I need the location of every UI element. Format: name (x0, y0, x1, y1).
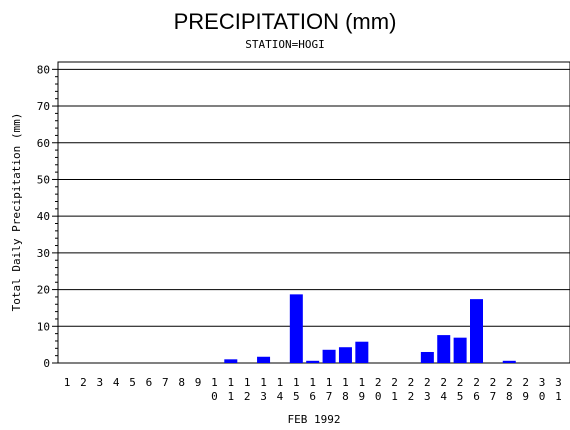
x-tick-label: 8 (178, 376, 185, 389)
y-tick-label: 60 (37, 137, 50, 150)
x-tick-label: 5 (129, 376, 136, 389)
x-tick-label: 2 (244, 390, 251, 403)
x-tick-label: 1 (244, 376, 251, 389)
y-tick-label: 50 (37, 173, 50, 186)
x-tick-label: 2 (424, 376, 431, 389)
x-tick-label: 1 (227, 376, 234, 389)
x-tick-label: 1 (342, 376, 349, 389)
x-tick-label: 0 (211, 390, 218, 403)
y-tick-label: 30 (37, 247, 50, 260)
bar-day-11 (224, 359, 238, 363)
bar-day-17 (322, 349, 336, 363)
plot-area (57, 61, 570, 364)
x-tick-label: 1 (260, 376, 267, 389)
bar-day-15 (289, 294, 303, 363)
x-tick-label: 1 (211, 376, 218, 389)
x-tick-label: 2 (391, 376, 398, 389)
y-tick-label: 70 (37, 100, 50, 113)
x-tick-label: 2 (408, 376, 415, 389)
x-tick-label: 6 (146, 376, 153, 389)
bar-day-19 (355, 341, 369, 363)
x-tick-label: 2 (522, 376, 529, 389)
bar-day-26 (470, 299, 483, 363)
x-tick-label: 1 (293, 376, 300, 389)
x-tick-label: 0 (375, 390, 382, 403)
y-axis-ticks: 0 10 20 30 40 50 60 70 80 (37, 63, 58, 370)
x-tick-label: 1 (64, 376, 71, 389)
y-tick-label: 0 (43, 357, 50, 370)
bar-day-24 (437, 335, 451, 363)
x-tick-label: 3 (424, 390, 431, 403)
x-tick-label: 6 (309, 390, 316, 403)
x-axis-label: FEB 1992 (288, 413, 341, 426)
x-tick-label: 3 (539, 376, 546, 389)
x-tick-label: 8 (506, 390, 513, 403)
x-tick-label: 4 (277, 390, 284, 403)
x-tick-label: 2 (440, 376, 447, 389)
bars (224, 294, 516, 363)
x-tick-label: 5 (293, 390, 300, 403)
x-tick-label: 1 (359, 376, 366, 389)
x-tick-label: 6 (473, 390, 480, 403)
x-tick-label: 2 (506, 376, 513, 389)
x-tick-label: 2 (457, 376, 464, 389)
x-tick-label: 3 (96, 376, 103, 389)
x-tick-label: 1 (277, 376, 284, 389)
x-tick-label: 2 (375, 376, 382, 389)
y-tick-label: 40 (37, 210, 50, 223)
bar-day-18 (338, 347, 352, 363)
bar-day-28 (502, 360, 516, 363)
gridlines (58, 68, 570, 327)
chart-title: PRECIPITATION (mm) (174, 9, 397, 34)
chart-subtitle: STATION=HOGI (245, 38, 324, 51)
x-tick-label: 8 (342, 390, 349, 403)
x-tick-label: 7 (162, 376, 169, 389)
y-axis-label: Total Daily Precipitation (mm) (10, 113, 23, 312)
x-tick-label: 0 (539, 390, 546, 403)
x-tick-label: 1 (391, 390, 398, 403)
x-tick-label: 1 (555, 390, 562, 403)
x-tick-label: 5 (457, 390, 464, 403)
y-tick-label: 20 (37, 284, 50, 297)
x-tick-label: 2 (408, 390, 415, 403)
bar-day-16 (306, 360, 320, 363)
x-axis-ticks: 1 2 3 4 5 6 7 8 9 1011121314151617181920212223242… (64, 376, 562, 403)
x-tick-label: 4 (113, 376, 120, 389)
x-tick-label: 3 (555, 376, 562, 389)
x-tick-label: 2 (80, 376, 87, 389)
x-tick-label: 9 (195, 376, 202, 389)
bar-day-25 (453, 337, 467, 363)
x-tick-label: 3 (260, 390, 267, 403)
x-tick-label: 1 (227, 390, 234, 403)
x-tick-label: 9 (522, 390, 529, 403)
bar-day-23 (420, 351, 434, 363)
x-tick-label: 2 (490, 376, 497, 389)
x-tick-label: 7 (490, 390, 497, 403)
x-tick-label: 2 (473, 376, 480, 389)
x-tick-label: 7 (326, 390, 333, 403)
y-tick-label: 10 (37, 320, 50, 333)
x-tick-label: 1 (309, 376, 316, 389)
x-tick-label: 4 (440, 390, 447, 403)
bar-day-13 (257, 356, 271, 363)
x-tick-label: 1 (326, 376, 333, 389)
y-tick-label: 80 (37, 63, 50, 76)
x-tick-label: 9 (359, 390, 366, 403)
